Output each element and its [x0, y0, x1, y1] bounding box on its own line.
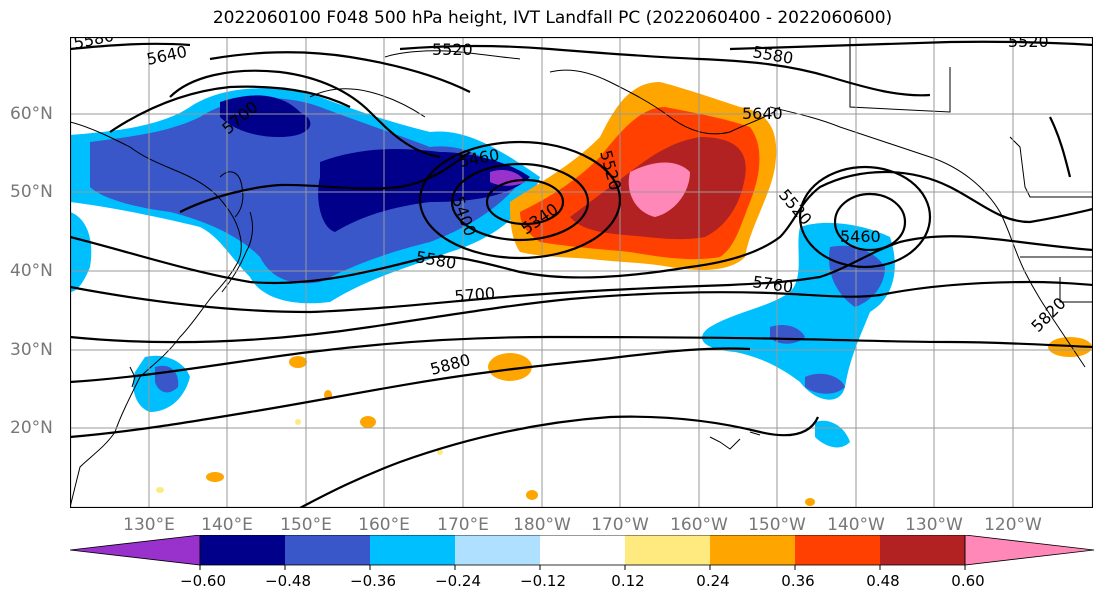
lon-label: 170°E [437, 515, 489, 535]
colorbar-bin [285, 535, 370, 565]
lat-label-40n: 40°N [10, 261, 53, 281]
colorbar-tick-label: −0.12 [520, 572, 566, 590]
contour-label: 5820 [1027, 294, 1069, 336]
contour-label: 5520 [1008, 37, 1049, 51]
lon-label: 140°E [201, 515, 253, 535]
colorbar-bin [795, 535, 880, 565]
colorbar-tick-label: −0.36 [350, 572, 396, 590]
contour-label: 5700 [454, 284, 496, 306]
colorbar-tick-label: −0.24 [435, 572, 481, 590]
colorbar-tick-label: 0.60 [951, 572, 985, 590]
colorbar-tick-label: 0.12 [611, 572, 645, 590]
colorbar-tick-label: −0.48 [265, 572, 311, 590]
contour-label: 5640 [742, 104, 783, 123]
lon-label: 120°W [984, 515, 1042, 535]
colorbar-tick-label: 0.48 [866, 572, 900, 590]
lon-label: 170°W [591, 515, 649, 535]
lat-label-50n: 50°N [10, 182, 53, 202]
ivt-negative-field [70, 88, 895, 448]
lon-label: 160°W [670, 515, 728, 535]
colorbar-low-extend [70, 535, 201, 566]
colorbar-bin [880, 535, 965, 565]
colorbar-tick-label: −0.60 [180, 572, 226, 590]
colorbar-tick-label: 0.36 [781, 572, 815, 590]
colorbar-bin [370, 535, 455, 565]
colorbar-bin [710, 535, 795, 565]
contour-label: 5580 [72, 37, 116, 53]
colorbar-bin [540, 535, 625, 565]
lon-label: 160°E [358, 515, 410, 535]
colorbar [70, 535, 1095, 570]
height-contours [70, 40, 1093, 508]
lon-label: 140°W [827, 515, 885, 535]
contour-label: 5520 [432, 40, 473, 59]
lon-label: 150°W [748, 515, 806, 535]
lon-label: 180°W [513, 515, 571, 535]
lat-label-20n: 20°N [10, 418, 53, 438]
lat-label-60n: 60°N [10, 104, 53, 124]
figure-title: 2022060100 F048 500 hPa height, IVT Land… [212, 8, 893, 28]
lon-label: 150°E [280, 515, 332, 535]
colorbar-high-extend [964, 535, 1095, 566]
colorbar-tick-label: 0.24 [696, 572, 730, 590]
contour-label: 5460 [840, 227, 881, 246]
map-frame [70, 37, 1093, 508]
coastlines [70, 37, 1093, 508]
contour-label: 5640 [145, 42, 189, 69]
lat-label-30n: 30°N [10, 340, 53, 360]
lon-label: 130°W [905, 515, 963, 535]
colorbar-bin [455, 535, 540, 565]
colorbar-bin [625, 535, 710, 565]
colorbar-bin [200, 535, 285, 565]
map-panel: 5580 5640 5520 5580 5520 5700 5460 5400 … [70, 37, 1093, 508]
lon-label: 130°E [123, 515, 175, 535]
